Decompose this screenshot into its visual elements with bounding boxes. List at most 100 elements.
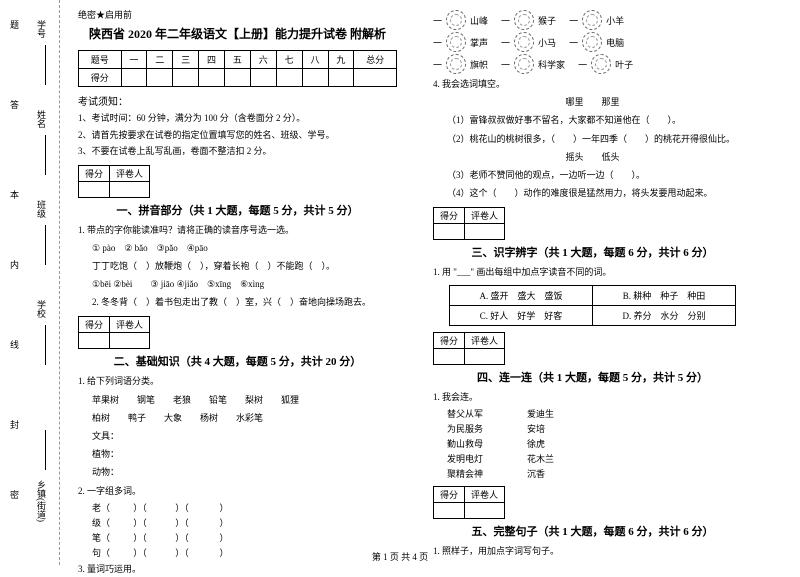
fill: （2）桃花山的桃树很多，（ ）一年四季（ ）的桃花开得很仙比。	[433, 131, 752, 147]
c[interactable]	[302, 69, 328, 87]
dash-feng: 封	[8, 420, 21, 429]
grade-box: 得分评卷人	[78, 165, 150, 198]
ml: 勤山救母	[447, 437, 527, 450]
fw: 小马	[538, 36, 556, 49]
right-column: 一山峰 一猴子 一小羊 一掌声 一小马 一电脑 一旗帜 一科学家 一叶子 4. …	[415, 0, 770, 565]
gc[interactable]	[465, 224, 505, 240]
ml: 发明电灯	[447, 452, 527, 465]
h: 三	[173, 51, 199, 69]
q3: 1. 用 "___" 画出每组中加点字读音不同的词。	[433, 264, 752, 280]
flower-icon	[446, 10, 466, 30]
dash-mi: 密	[8, 490, 21, 499]
q2-2: 2. 一字组多词。	[78, 483, 397, 499]
c[interactable]	[173, 69, 199, 87]
gc[interactable]	[465, 502, 505, 518]
p: ）（	[128, 531, 152, 544]
q2-3: 3. 量词巧运用。	[78, 561, 397, 577]
char-row: 笔（）（）（）	[92, 531, 397, 544]
flower-icon	[582, 32, 602, 52]
ml: 替父从军	[447, 407, 527, 420]
g: 评卷人	[465, 486, 505, 502]
page-footer: 第 1 页 共 4 页	[0, 550, 800, 563]
gc[interactable]	[434, 348, 465, 364]
gc[interactable]	[110, 333, 150, 349]
c[interactable]	[276, 69, 302, 87]
c[interactable]	[199, 69, 225, 87]
notice: 1、考试时间：60 分钟，满分为 100 分（含卷面分 2 分）。	[78, 112, 397, 126]
dash-ben: 本	[8, 190, 21, 199]
gc[interactable]	[79, 181, 110, 197]
section-3-title: 三、识字辨字（共 1 大题，每题 6 分，共计 6 分）	[433, 244, 752, 260]
q4-1: 1. 我会连。	[433, 389, 752, 405]
fill: （4）这个（ ）动作的难度很是猛然用力，将头发要甩动起来。	[433, 185, 752, 201]
c[interactable]	[328, 69, 354, 87]
char-row: 级（ ）（ ）（ ）	[92, 516, 397, 529]
q1-opts2: ①bēi ②bèi ③ jiāo ④jiǎo ⑤xīng ⑥xìng	[78, 276, 397, 292]
field-class: 班级	[35, 200, 48, 218]
h: 二	[147, 51, 173, 69]
ch: 级（	[92, 516, 110, 529]
c[interactable]	[225, 69, 251, 87]
pc: A. 盛开 盛大 盛饭	[449, 285, 592, 305]
line	[45, 45, 46, 85]
flower-icon	[446, 54, 466, 74]
fw: 叶子	[615, 58, 633, 71]
g: 评卷人	[110, 317, 150, 333]
p: ）	[212, 516, 236, 529]
secrecy-header: 绝密★启用前	[78, 8, 397, 21]
match-row: 为民服务安培	[447, 422, 752, 435]
g: 评卷人	[110, 165, 150, 181]
fw: 科学家	[538, 58, 565, 71]
paper-title: 陕西省 2020 年二年级语文【上册】能力提升试卷 附解析	[78, 25, 397, 42]
dash-nei: 内	[8, 260, 21, 269]
g: 得分	[79, 317, 110, 333]
c[interactable]	[147, 69, 173, 87]
g: 评卷人	[465, 332, 505, 348]
fw: 旗帜	[470, 58, 488, 71]
exam-page: 学号 姓名 班级 学校 乡镇(街道) 题 答 本 内 线 封 密 绝密★启用前 …	[0, 0, 800, 565]
flower-icon	[514, 10, 534, 30]
grade-box: 得分评卷人	[433, 207, 505, 240]
h: 题号	[79, 51, 122, 69]
h: 九	[328, 51, 354, 69]
h: 四	[199, 51, 225, 69]
p: ）	[212, 501, 236, 514]
grade-box: 得分评卷人	[78, 316, 150, 349]
score-table: 题号 一 二 三 四 五 六 七 八 九 总分 得分	[78, 50, 397, 87]
p: ）（	[170, 516, 194, 529]
gc[interactable]	[434, 502, 465, 518]
pair: 哪里 那里	[433, 94, 752, 110]
mr: 花木兰	[527, 452, 554, 465]
q1-fill2: 2. 冬冬背（ ）着书包走出了教（ ）室，兴（ ）奋地向操场跑去。	[78, 294, 397, 310]
pc: B. 耕种 种子 种田	[593, 285, 736, 305]
q1-fill: 丁丁吃饱（ ）放鞭炮（ ），穿着长袍（ ）不能跑（ ）。	[78, 258, 397, 274]
h: 五	[225, 51, 251, 69]
c[interactable]	[250, 69, 276, 87]
line	[45, 325, 46, 365]
flower-row: 一旗帜 一科学家 一叶子	[433, 54, 752, 74]
notice: 3、不要在试卷上乱写乱画，卷面不整洁扣 2 分。	[78, 145, 397, 159]
p: ）（	[170, 531, 194, 544]
flower-row: 一山峰 一猴子 一小羊	[433, 10, 752, 30]
gc[interactable]	[465, 348, 505, 364]
gc[interactable]	[434, 224, 465, 240]
match-row: 聚精会神沉香	[447, 467, 752, 480]
section-1-title: 一、拼音部分（共 1 大题，每题 5 分，共计 5 分）	[78, 202, 397, 218]
g: 得分	[79, 165, 110, 181]
h: 总分	[354, 51, 397, 69]
flower-icon	[591, 54, 611, 74]
dash-da: 答	[8, 100, 21, 109]
ml: 为民服务	[447, 422, 527, 435]
mr: 徐虎	[527, 437, 545, 450]
section-2-title: 二、基础知识（共 4 大题，每题 5 分，共计 20 分）	[78, 353, 397, 369]
gc[interactable]	[79, 333, 110, 349]
gc[interactable]	[110, 181, 150, 197]
fw: 猴子	[538, 14, 556, 27]
c[interactable]	[121, 69, 147, 87]
line	[45, 135, 46, 175]
p: ）（	[128, 516, 152, 529]
mr: 安培	[527, 422, 545, 435]
p: ）（	[128, 501, 152, 514]
cat: 动物：	[78, 464, 397, 480]
c[interactable]	[354, 69, 397, 87]
